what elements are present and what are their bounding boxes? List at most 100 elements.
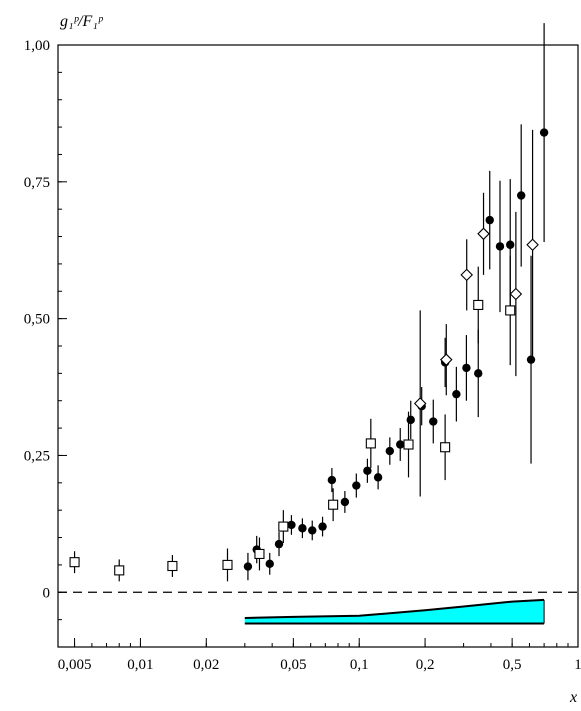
filled-circle-marker <box>385 446 395 456</box>
data-point <box>318 516 327 537</box>
data-point <box>308 520 317 541</box>
x-tick-label: 0,2 <box>416 657 435 673</box>
open-square-marker <box>167 560 178 572</box>
data-point <box>440 324 453 396</box>
x-tick-label: 0,5 <box>503 657 522 673</box>
x-tick-label: 0,05 <box>280 657 306 673</box>
filled-circle-marker <box>352 481 361 490</box>
data-point <box>460 239 473 311</box>
open-square-marker <box>505 305 516 316</box>
filled-circle-marker <box>318 522 327 531</box>
filled-circle-marker <box>265 559 274 569</box>
data-point <box>254 537 265 571</box>
open-diamond-marker <box>526 238 539 252</box>
y-tick-label: 1,00 <box>24 38 50 54</box>
plot-frame <box>57 44 579 648</box>
data-point <box>429 399 438 444</box>
data-point <box>477 192 490 275</box>
x-tick-label: 0,02 <box>193 657 219 673</box>
data-point <box>413 310 427 497</box>
filled-circle-marker <box>506 240 515 249</box>
data-point <box>243 552 253 581</box>
data-point <box>363 458 372 483</box>
data-point <box>462 335 471 401</box>
open-diamond-marker <box>413 397 427 410</box>
data-point <box>373 465 383 490</box>
data-point <box>278 510 289 544</box>
open-square-marker <box>114 565 125 576</box>
filled-circle-marker <box>516 191 526 200</box>
filled-circle-marker <box>327 475 337 485</box>
open-square-marker <box>69 557 80 568</box>
data-point <box>69 551 80 574</box>
data-point <box>287 515 296 535</box>
data-point <box>406 400 415 440</box>
y-tick-label: 0,25 <box>24 448 50 464</box>
data-point <box>340 491 350 513</box>
open-diamond-marker <box>440 353 453 366</box>
data-point <box>328 488 339 522</box>
data-point <box>526 255 536 464</box>
data-point <box>274 532 284 557</box>
systematic-error-band <box>244 598 545 625</box>
filled-circle-marker <box>452 389 461 399</box>
x-tick-label: 0,005 <box>58 657 92 673</box>
filled-circle-marker <box>526 355 536 364</box>
band-fill <box>244 599 545 624</box>
open-square-marker <box>254 548 265 560</box>
open-diamond-marker <box>509 287 523 301</box>
data-point <box>516 124 526 267</box>
data-point <box>509 211 523 377</box>
x-axis-title: x <box>569 689 577 706</box>
filled-circle-marker <box>308 526 317 535</box>
open-square-marker <box>278 521 289 532</box>
filled-circle-marker <box>243 562 253 571</box>
data-point <box>495 180 505 313</box>
filled-circle-marker <box>462 363 471 373</box>
data-points <box>69 23 549 582</box>
data-point <box>539 23 549 243</box>
data-point <box>114 559 125 582</box>
filled-circle-marker <box>298 524 307 533</box>
data-point <box>403 411 414 478</box>
data-point <box>474 329 483 418</box>
data-point <box>505 255 516 366</box>
axis-ticks <box>58 44 579 647</box>
tick-labels: 0,005 0,01 0,02 0,05 0,1 0,2 0,5 1 0 0,25 0,50 0,75… <box>24 38 581 673</box>
open-diamond-marker <box>477 227 490 241</box>
filled-circle-marker <box>373 473 383 482</box>
data-point <box>365 418 376 469</box>
data-point <box>385 437 395 465</box>
data-point <box>222 548 233 582</box>
filled-circle-marker <box>274 539 284 549</box>
filled-circle-marker <box>539 128 549 137</box>
filled-circle-marker <box>474 369 483 378</box>
data-point <box>452 366 461 422</box>
x-tick-label: 1 <box>574 657 581 673</box>
y-axis-title: g₁ᵖ/F₁ᵖ <box>60 13 104 30</box>
open-square-marker <box>222 559 233 570</box>
filled-circle-marker <box>287 520 296 530</box>
open-square-marker <box>328 499 339 510</box>
filled-circle-marker <box>340 497 350 507</box>
data-point <box>396 428 405 461</box>
data-point <box>327 468 337 493</box>
data-point <box>265 552 274 575</box>
filled-circle-marker <box>429 417 438 426</box>
filled-circle-marker <box>406 415 415 425</box>
open-square-marker <box>365 438 376 449</box>
filled-circle-marker <box>396 440 405 449</box>
band-upper-edge <box>244 598 545 619</box>
open-diamond-marker <box>460 268 473 282</box>
data-point <box>526 129 539 360</box>
filled-circle-marker <box>363 466 372 475</box>
x-tick-label: 0,1 <box>350 657 369 673</box>
data-point <box>473 266 484 344</box>
y-tick-label: 0,75 <box>24 175 50 191</box>
data-point <box>440 414 451 481</box>
data-point <box>352 473 361 498</box>
y-tick-label: 0,50 <box>24 312 50 328</box>
filled-circle-marker <box>495 242 505 251</box>
y-tick-label: 0 <box>43 585 51 601</box>
